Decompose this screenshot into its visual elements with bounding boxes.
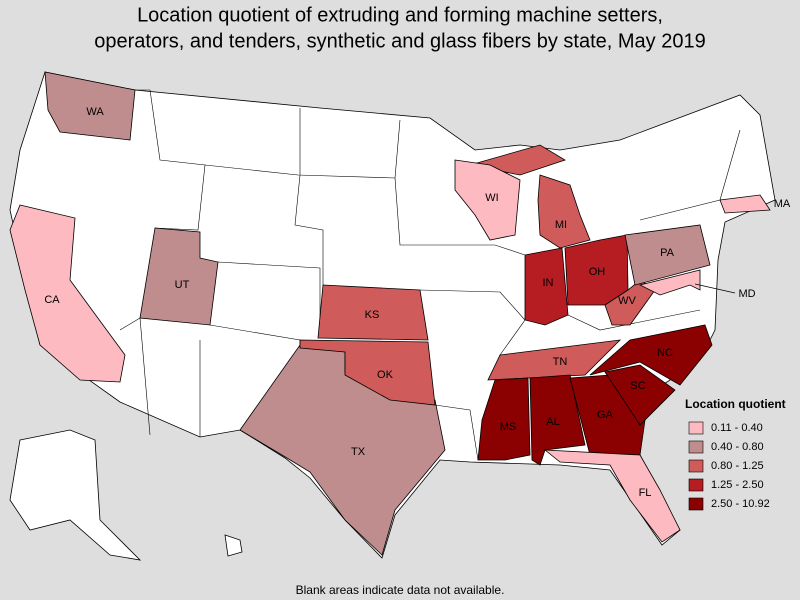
state bbox=[44, 71, 136, 141]
state bbox=[624, 224, 711, 286]
state bbox=[719, 194, 771, 214]
border bbox=[135, 89, 206, 231]
border bbox=[419, 289, 526, 356]
state-label: SC bbox=[630, 380, 645, 392]
state-label: OK bbox=[377, 369, 394, 381]
state-label: WI bbox=[485, 192, 498, 204]
leader-line bbox=[694, 283, 736, 294]
state-label: AL bbox=[546, 416, 559, 428]
state-labels: WA CA UT TX KS OK TN MS AL GA SC NC FL I… bbox=[44, 106, 791, 499]
state bbox=[139, 227, 219, 326]
border bbox=[204, 119, 401, 179]
state-label: WV bbox=[618, 295, 636, 307]
legend-label: 0.11 - 0.40 bbox=[711, 422, 763, 434]
state bbox=[569, 374, 646, 456]
legend-label: 2.50 - 10.92 bbox=[711, 498, 770, 510]
title: Location quotient of extruding and formi… bbox=[137, 4, 663, 26]
alaska bbox=[9, 429, 142, 561]
state-label: PA bbox=[660, 247, 675, 259]
state-label: IN bbox=[543, 277, 554, 289]
state bbox=[299, 339, 436, 406]
state-label: CA bbox=[44, 294, 60, 306]
state-label: TX bbox=[351, 446, 366, 458]
state-label: WA bbox=[86, 106, 104, 118]
legend-label: 0.80 - 1.25 bbox=[711, 460, 764, 472]
border bbox=[394, 177, 526, 256]
state bbox=[638, 269, 701, 296]
legend-label: 0.40 - 0.80 bbox=[711, 441, 764, 453]
title: operators, and tenders, synthetic and gl… bbox=[94, 30, 705, 52]
state bbox=[487, 339, 622, 381]
legend-label: 1.25 - 2.50 bbox=[711, 479, 764, 491]
state bbox=[589, 324, 713, 386]
state-label: UT bbox=[175, 279, 190, 291]
state bbox=[477, 377, 531, 461]
state bbox=[524, 247, 569, 326]
footnote: Blank areas indicate data not available. bbox=[296, 583, 505, 597]
legend-swatch bbox=[688, 459, 704, 473]
state-label: FL bbox=[639, 487, 652, 499]
border bbox=[567, 309, 701, 331]
state-label: MI bbox=[555, 219, 567, 231]
borders bbox=[119, 89, 741, 461]
state-label: GA bbox=[597, 409, 614, 421]
state bbox=[9, 204, 126, 383]
state-label: OH bbox=[589, 266, 606, 278]
border bbox=[434, 404, 479, 461]
legend-swatch bbox=[688, 421, 704, 435]
legend-swatch bbox=[688, 440, 704, 454]
states bbox=[9, 71, 771, 556]
legend: Location quotient 0.11 - 0.40 0.40 - 0.80… bbox=[685, 397, 786, 511]
state bbox=[454, 159, 521, 241]
legend-title: Location quotient bbox=[685, 397, 786, 411]
state bbox=[543, 449, 681, 543]
state-label: NC bbox=[657, 347, 673, 359]
legend-swatch bbox=[688, 478, 704, 492]
state-label: MD bbox=[738, 288, 755, 300]
state-label: MA bbox=[774, 198, 791, 210]
state-label: KS bbox=[365, 309, 380, 321]
state-label: TN bbox=[553, 356, 568, 368]
state bbox=[317, 284, 429, 341]
border bbox=[294, 108, 324, 285]
state bbox=[537, 174, 591, 249]
state bbox=[604, 364, 676, 426]
hawaii bbox=[224, 534, 243, 557]
state-label: MS bbox=[500, 421, 517, 433]
legend-swatch bbox=[688, 497, 704, 511]
